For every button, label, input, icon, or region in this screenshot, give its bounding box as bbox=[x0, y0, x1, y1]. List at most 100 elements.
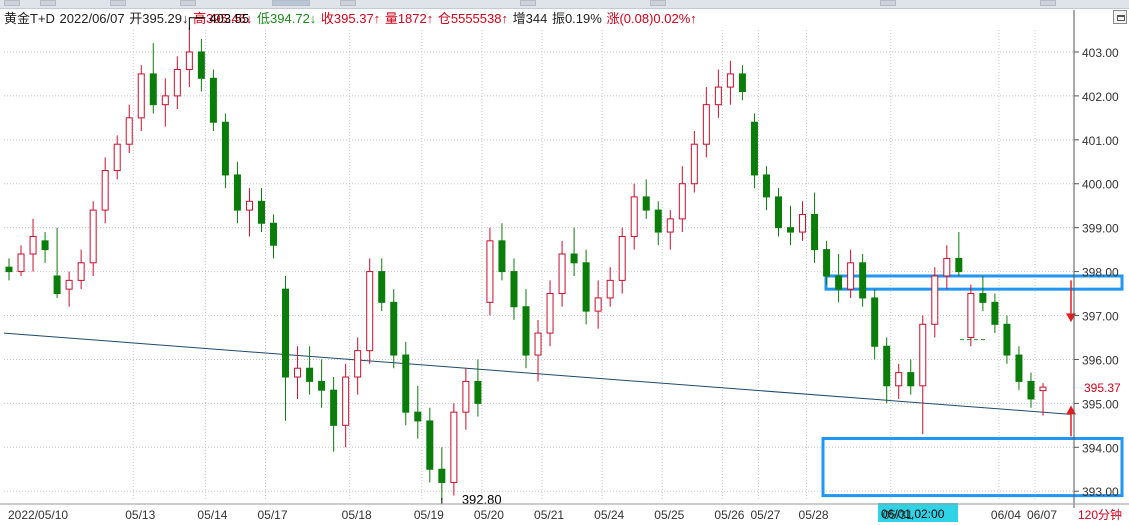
candle-body-down bbox=[811, 213, 819, 251]
x-tick-label: 05/19 bbox=[414, 508, 444, 522]
y-tick-label: 403.00 bbox=[1082, 46, 1119, 60]
low-price: 低394.72↓ bbox=[257, 11, 317, 26]
candle-body-down bbox=[5, 266, 13, 273]
y-tick-label: 394.00 bbox=[1082, 441, 1119, 455]
candle-body-up bbox=[342, 376, 350, 426]
candle-body-up bbox=[17, 253, 25, 273]
candle-body-up bbox=[847, 262, 855, 290]
y-tick-label: 397.00 bbox=[1082, 310, 1119, 324]
candle-body-up bbox=[101, 170, 109, 211]
y-tick-label: 400.00 bbox=[1082, 178, 1119, 192]
y-tick-label: 395.00 bbox=[1082, 397, 1119, 411]
toolbar-button[interactable] bbox=[340, 0, 356, 6]
candle-body-up bbox=[726, 73, 734, 88]
candle-body-up bbox=[113, 143, 121, 172]
candle-body-down bbox=[378, 271, 386, 303]
candle-body-up bbox=[161, 95, 169, 106]
candle-body-up bbox=[366, 271, 374, 352]
candle-body-down bbox=[318, 380, 326, 391]
candle-body-down bbox=[835, 275, 843, 290]
candle-body-down bbox=[991, 301, 999, 325]
toolbar-button[interactable] bbox=[520, 0, 536, 6]
interest-increase: 增344 bbox=[512, 11, 548, 26]
candle-body-down bbox=[149, 73, 157, 106]
candle-body-down bbox=[979, 293, 987, 303]
candle-body-down bbox=[955, 257, 963, 273]
candle-body-down bbox=[438, 468, 446, 483]
period-label: 120分钟 bbox=[1078, 507, 1122, 522]
candle-body-up bbox=[89, 209, 97, 264]
min-marker-line bbox=[441, 498, 458, 505]
candle-body-up bbox=[931, 275, 939, 325]
candle-body-down bbox=[1015, 354, 1023, 382]
candle-body-down bbox=[221, 121, 229, 176]
last-price-label: 395.37 bbox=[1084, 381, 1121, 395]
candle-body-up bbox=[606, 279, 614, 299]
candle-body-down bbox=[233, 174, 241, 211]
candle-body-down bbox=[498, 240, 506, 273]
y-tick-label: 402.00 bbox=[1082, 90, 1119, 104]
close-price: 收395.37↑ bbox=[320, 11, 381, 26]
candle-body-up bbox=[666, 218, 674, 233]
candle-body-down bbox=[510, 271, 518, 308]
candle-body-down bbox=[823, 249, 831, 277]
x-tick-label: 06/04 bbox=[991, 508, 1021, 522]
trendline-layer bbox=[3, 332, 1072, 415]
candle-body-down bbox=[522, 306, 530, 356]
x-tick-label: 05/25 bbox=[654, 508, 684, 522]
candle-body-down bbox=[41, 240, 49, 251]
toolbar-button[interactable] bbox=[650, 0, 666, 6]
candle-body-down bbox=[1027, 380, 1035, 400]
candle-body-up bbox=[594, 297, 602, 312]
candle-body-up bbox=[558, 253, 566, 295]
candle-body-down bbox=[414, 411, 422, 422]
candle-body-down bbox=[426, 420, 434, 470]
y-tick-label: 396.00 bbox=[1082, 353, 1119, 367]
candle-body-up bbox=[702, 104, 710, 145]
change-value: 涨(0.08)0.02%↑ bbox=[606, 11, 697, 26]
max-marker-line bbox=[188, 17, 206, 30]
x-tick-label: 05/17 bbox=[258, 508, 288, 522]
toolbar-button[interactable] bbox=[880, 0, 896, 6]
toolbar-tab-active[interactable] bbox=[272, 0, 310, 6]
maximize-icon[interactable] bbox=[1113, 10, 1127, 24]
candle-body-up bbox=[77, 262, 85, 281]
top-toolbar bbox=[0, 0, 1129, 9]
toolbar-button[interactable] bbox=[1040, 0, 1056, 6]
candle-body-down bbox=[871, 297, 879, 347]
y-tick-label: 393.00 bbox=[1082, 485, 1119, 499]
open-interest: 仓5555538↑ bbox=[437, 11, 508, 26]
candle-body-up bbox=[65, 279, 73, 290]
min-price-label: 392.80 bbox=[462, 492, 502, 507]
candle-body-up bbox=[462, 380, 470, 413]
candle-body-up bbox=[690, 143, 698, 185]
candle-body-up bbox=[486, 240, 494, 303]
candle-body-down bbox=[654, 209, 662, 233]
candle-body-up bbox=[943, 257, 951, 277]
candle-body-up bbox=[895, 372, 903, 387]
candle-body-down bbox=[883, 345, 891, 387]
highlight-zone-box bbox=[824, 274, 1124, 291]
candle-body-down bbox=[1003, 323, 1011, 356]
candle-body-up bbox=[245, 200, 253, 211]
candle-body-down bbox=[762, 174, 770, 198]
candle-body-down bbox=[282, 288, 290, 378]
toolbar-button[interactable] bbox=[180, 0, 196, 6]
quote-date: 2022/06/07 bbox=[59, 11, 125, 26]
axes-layer: 403.00 402.00 401.00 400.00 399.00 398.00 397.… bbox=[0, 10, 1129, 522]
toolbar-button[interactable] bbox=[110, 0, 126, 6]
y-tick-label: 398.00 bbox=[1082, 266, 1119, 280]
toolbar-button[interactable] bbox=[40, 0, 56, 6]
toolbar-button[interactable] bbox=[4, 0, 20, 6]
candle-body-up bbox=[29, 235, 37, 255]
max-price-label: 403.55 bbox=[209, 11, 249, 26]
candle-body-down bbox=[306, 367, 314, 382]
candle-body-up bbox=[137, 73, 145, 119]
candle-body-up bbox=[678, 183, 686, 220]
candle-body-down bbox=[330, 389, 338, 426]
candle-body-up bbox=[534, 332, 542, 356]
high-price: 高395.46↓ bbox=[193, 11, 253, 26]
candle-body-down bbox=[257, 200, 265, 224]
x-tick-label: 06/07 bbox=[1027, 508, 1057, 522]
